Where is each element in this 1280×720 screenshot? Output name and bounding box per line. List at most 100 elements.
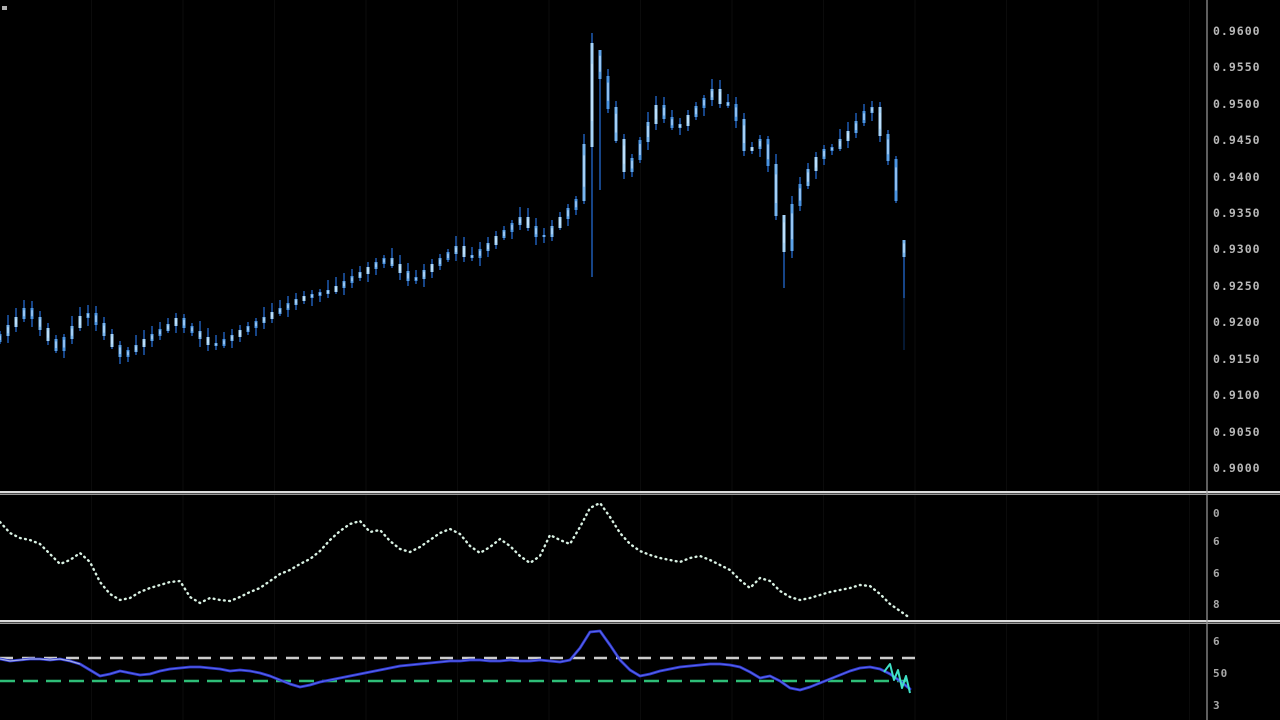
candle-highlight [303,297,305,300]
candle-highlight [95,315,97,322]
candle-highlight [135,346,137,351]
oscillator-tick-label: 6 [1213,635,1221,648]
candle-highlight [671,119,673,126]
candle-highlight [631,160,633,169]
candle-highlight [279,309,281,313]
candle-highlight [143,340,145,345]
main-price-panel[interactable] [0,0,1207,490]
price-tick-label: 0.9450 [1213,133,1261,147]
candle-highlight [711,91,713,98]
candle-highlight [703,100,705,106]
candle-highlight [455,247,457,252]
candle-highlight [351,277,353,282]
price-tick-label: 0.9350 [1213,206,1261,220]
candle-highlight [847,133,849,139]
candle-highlight [647,126,649,137]
candle-highlight [447,253,449,258]
candlestick-series [0,33,906,364]
bottom-oscillator-panel[interactable] [0,626,1207,720]
candle-highlight [759,141,761,147]
candle-highlight [839,141,841,147]
candle-highlight [527,219,529,226]
candle-highlight [655,108,657,120]
candle-highlight [895,167,897,191]
candle-highlight [311,294,313,297]
candle-highlight [151,335,153,340]
candle-highlight [575,201,577,208]
price-tick-label: 0.9000 [1213,461,1261,475]
price-tick-label: 0.9050 [1213,425,1261,439]
candle-highlight [63,339,65,348]
candle-highlight [175,319,177,324]
oscillator-lines [0,629,916,694]
candle-highlight [735,107,737,117]
indicator-tick-label: 8 [1213,598,1221,611]
candle-highlight [615,113,617,133]
candle-highlight [543,235,545,237]
candle-highlight [391,259,393,264]
candle-highlight [751,147,753,150]
middle-indicator-panel[interactable] [0,496,1207,619]
candle-highlight [695,108,697,115]
candle-highlight [7,327,9,334]
candle-highlight [79,318,81,325]
dotted-indicator-line [0,501,912,620]
candle-highlight [583,155,585,187]
price-tick-label: 0.9550 [1213,60,1261,74]
candle-highlight [335,287,337,291]
candle-highlight [591,63,593,121]
candle-highlight [815,159,817,168]
candle-highlight [183,320,185,326]
price-tick-label: 0.9250 [1213,279,1261,293]
candle-highlight [559,219,561,226]
candle-highlight [639,144,641,155]
candle-highlight [255,322,257,327]
candle-highlight [223,340,225,345]
screen-artifact [2,6,7,10]
price-tick-label: 0.9500 [1213,97,1261,111]
divider-shadow [0,622,1280,623]
candle-highlight [487,244,489,249]
candle-highlight [295,300,297,304]
candle-highlight [535,228,537,235]
candle-highlight [775,174,777,203]
panel-divider-bottom[interactable] [0,620,1280,624]
candle-highlight [423,271,425,277]
price-tick-label: 0.9400 [1213,170,1261,184]
divider-shadow [0,493,1280,494]
candle-highlight [343,282,345,287]
candle-highlight [103,325,105,333]
oscillator-axis: 6 50 3 [1213,635,1228,712]
candle-highlight [367,268,369,273]
candle-highlight [519,218,521,223]
candle-highlight [383,259,385,263]
candle-highlight [511,224,513,230]
candle-highlight [679,124,681,127]
oscillator-tick-label: 50 [1213,667,1228,680]
candle-highlight [319,292,321,295]
candle-highlight [871,108,873,112]
candle-highlight [359,273,361,277]
oscillator-tick-label: 3 [1213,699,1221,712]
divider-line [0,620,1280,622]
middle-indicator-axis: 0 6 6 8 [1213,507,1221,611]
candle-highlight [431,265,433,270]
candle-highlight [191,327,193,332]
candle-highlight [31,310,33,317]
indicator-tick-label: 0 [1213,507,1221,520]
candle-highlight [887,139,889,155]
candle-highlight [879,112,881,129]
price-tick-label: 0.9100 [1213,388,1261,402]
candle-highlight [87,314,89,317]
panel-divider-top[interactable] [0,491,1280,495]
candle-highlight [327,290,329,293]
price-tick-label: 0.9300 [1213,242,1261,256]
candle-highlight [663,107,665,116]
candle-highlight [807,172,809,182]
divider-edge [0,494,1280,495]
candle-highlight [727,102,729,105]
candle-highlight [863,113,865,120]
candle-highlight [23,310,25,317]
